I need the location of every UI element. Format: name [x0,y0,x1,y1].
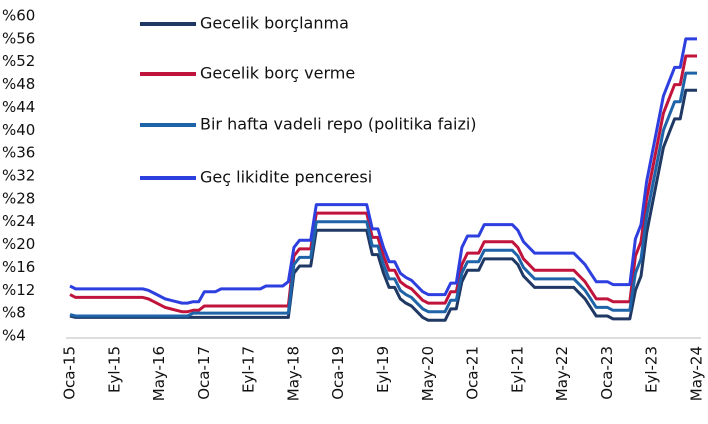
y-tick-label: %44 [2,98,35,116]
y-tick-label: %48 [2,75,35,93]
y-tick-label: %52 [2,52,35,70]
x-tick-label: May-20 [419,346,437,401]
x-tick-label: May-22 [553,346,571,401]
y-tick-label: %60 [2,7,35,25]
y-tick-label: %24 [2,212,35,230]
legend-label: Gecelik borçlanma [200,14,349,33]
x-tick-label: Eyl-15 [105,346,123,393]
legend-label: Geç likidite penceresi [200,168,372,187]
series-line [69,54,697,314]
x-tick-label: Oca-17 [195,346,213,400]
y-tick-label: %56 [2,29,35,47]
x-tick-label: May-24 [688,346,706,401]
x-tick-label: Eyl-17 [240,346,258,393]
y-tick-label: %8 [2,304,26,322]
series-line [69,71,697,318]
y-tick-label: %20 [2,235,35,253]
y-tick-label: %40 [2,121,35,139]
y-tick-label: %28 [2,189,35,207]
y-tick-label: %12 [2,281,35,299]
x-tick-label: Eyl-23 [643,346,661,393]
x-tick-label: Eyl-21 [508,346,526,393]
x-tick-label: May-18 [284,346,302,401]
x-tick-label: Eyl-19 [374,346,392,393]
y-tick-label: %36 [2,144,35,162]
y-tick-label: %16 [2,258,35,276]
x-tick-label: Oca-21 [464,346,482,400]
y-tick-label: %32 [2,167,35,185]
legend-label: Bir hafta vadeli repo (politika faizi) [200,115,477,134]
x-tick-label: May-16 [150,346,168,401]
legend-label: Gecelik borç verme [200,64,355,83]
x-tick-label: Oca-15 [61,346,79,400]
x-tick-label: Oca-19 [329,346,347,400]
series-line [69,37,697,305]
y-tick-label: %4 [2,327,26,345]
x-tick-label: Oca-23 [598,346,616,400]
